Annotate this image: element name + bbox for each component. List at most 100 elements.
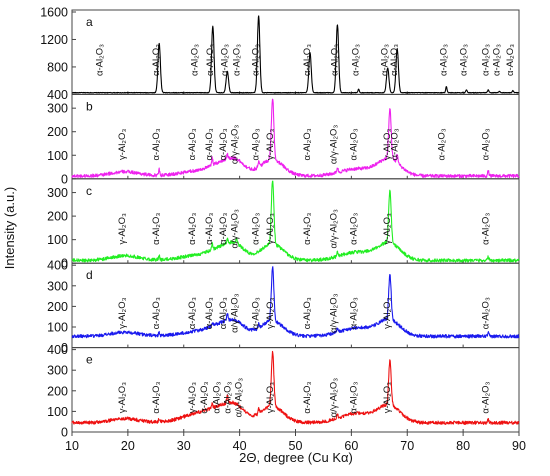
panel-label: d — [86, 268, 93, 282]
phase-annotation: α/γ-Al₂O₃ — [328, 293, 339, 333]
y-tick-label: 200 — [47, 210, 68, 224]
phase-annotation: α-Al₂O₃ — [218, 297, 229, 329]
series-line-d — [71, 266, 520, 339]
phase-annotation: γ-Al₂O₃ — [382, 382, 393, 413]
phase-annotation: α-Al₂O₃ — [218, 213, 229, 245]
y-tick-label: 100 — [47, 321, 68, 335]
y-tick-label: 100 — [47, 405, 68, 419]
panel-e: 0 100 200 300 400 e γ-Al₂O₃ α-Al₂O₃ γ-Al₂O₃ α-Al₂… — [47, 343, 520, 440]
phase-annotation: α-Al₂O₃ — [205, 44, 216, 76]
y-tick-label: 300 — [47, 102, 68, 116]
y-tick-label: 200 — [47, 300, 68, 314]
y-axis-label: Intensity (a.u.) — [2, 187, 17, 269]
x-tick-label: 70 — [400, 439, 414, 453]
x-tick-label: 20 — [121, 439, 135, 453]
phase-annotation: α-Al₂O₃ — [151, 44, 162, 76]
phase-annotation: α-Al₂O₃ — [348, 297, 359, 329]
x-tick-label: 50 — [289, 439, 303, 453]
phase-annotation: α-Al₂O₃ — [458, 44, 469, 76]
y-tick-label: 400 — [47, 343, 68, 357]
phase-annotation: α-Al₂O₃ — [232, 44, 243, 76]
phase-annotation: α-Al₂O₃ — [204, 297, 215, 329]
phase-annotation: α-Al₂O₃ — [351, 44, 362, 76]
y-tick-label: 300 — [47, 279, 68, 293]
phase-annotation: α-Al₂O₃ — [151, 381, 162, 413]
phase-annotation: γ-Al₂O₃ — [117, 213, 128, 244]
panel-label: a — [86, 15, 93, 29]
phase-annotation: γ-Al₂O₃ — [265, 213, 276, 244]
phase-annotation: α/γ-Al₂O₃ — [229, 293, 240, 333]
phase-annotation: α-Al₂O₃ — [380, 44, 391, 76]
phase-annotation: γ-Al₂O₃ — [265, 297, 276, 328]
phase-annotation: α-Al₂O₃ — [505, 44, 516, 76]
y-tick-label: 100 — [47, 233, 68, 247]
phase-annotation: α-Al₂O₃ — [438, 44, 449, 76]
phase-annotation: α-Al₂O₃ — [389, 44, 400, 76]
x-tick-label: 60 — [344, 439, 358, 453]
phase-annotation: α-Al₂O₃ — [151, 297, 162, 329]
series-line-e — [71, 350, 520, 425]
phase-annotation: α-Al₂O₃ — [480, 297, 491, 329]
phase-annotation: α-Al₂O₃ — [212, 381, 223, 413]
phase-annotation: α/γ-Al₂O₃ — [328, 378, 339, 418]
y-tick-label: 0 — [61, 172, 68, 186]
x-tick-label: 30 — [177, 439, 191, 453]
y-tick-label: 200 — [47, 384, 68, 398]
phase-annotation: α-Al₂O₃ — [251, 213, 262, 245]
phase-annotation: α-Al₂O₃ — [302, 213, 313, 245]
panel-label: b — [86, 99, 93, 113]
y-tick-label: 0 — [61, 257, 68, 271]
phase-annotation: α/γ-Al₂O₃ — [229, 125, 240, 165]
panel-label: c — [86, 184, 92, 198]
phase-annotation: α-Al₂O₃ — [390, 128, 401, 160]
phase-annotation: α-Al₂O₃ — [348, 128, 359, 160]
panel-label: e — [86, 353, 93, 367]
phase-annotation: α-Al₂O₃ — [480, 381, 491, 413]
x-tick-label: 10 — [65, 439, 79, 453]
x-tick-label: 90 — [512, 439, 526, 453]
phase-annotation: α-Al₂O₃ — [251, 297, 262, 329]
phase-annotation: α/γ-Al₂O₃ — [233, 378, 244, 418]
x-tick-label: 80 — [456, 439, 470, 453]
series-line-b — [71, 98, 520, 179]
phase-annotation: γ-Al₂O₃ — [382, 213, 393, 244]
series-line-a — [71, 15, 520, 94]
phase-annotation: α-Al₂O₃ — [302, 297, 313, 329]
phase-annotation: α-Al₂O₃ — [223, 381, 234, 413]
phase-annotation: γ-Al₂O₃ — [117, 297, 128, 328]
y-tick-label: 400 — [47, 259, 68, 273]
y-tick-label: 100 — [47, 149, 68, 163]
phase-annotation: α-Al₂O₃ — [187, 128, 198, 160]
phase-annotation: α-Al₂O₃ — [480, 128, 491, 160]
phase-annotation: α-Al₂O₃ — [151, 213, 162, 245]
y-tick-label: 0 — [61, 426, 68, 440]
phase-annotation: α-Al₂O₃ — [187, 297, 198, 329]
phase-annotation: α-Al₂O₃ — [348, 381, 359, 413]
phase-annotation: α-Al₂O₃ — [437, 128, 448, 160]
panel-frame — [71, 9, 520, 95]
y-tick-label: 300 — [47, 364, 68, 378]
series-line-c — [71, 180, 520, 263]
y-tick-label: 200 — [47, 125, 68, 139]
y-tick-label: 0 — [61, 341, 68, 355]
phase-annotation: α-Al₂O₃ — [348, 213, 359, 245]
phase-annotation: γ-Al₂O₃ — [265, 129, 276, 160]
phase-annotation: α-Al₂O₃ — [187, 213, 198, 245]
phase-annotation: γ-Al₂O₃ — [382, 129, 393, 160]
phase-annotation: α-Al₂O₃ — [204, 128, 215, 160]
phase-annotation: α-Al₂O₃ — [251, 44, 262, 76]
phase-annotation: α-Al₂O₃ — [329, 44, 340, 76]
phase-annotation: α/γ-Al₂O₃ — [328, 125, 339, 165]
phase-annotation: α-Al₂O₃ — [302, 381, 313, 413]
phase-annotation: α-Al₂O₃ — [199, 381, 210, 413]
phase-annotation: α-Al₂O₃ — [218, 128, 229, 160]
phase-annotation: α-Al₂O₃ — [491, 44, 502, 76]
phase-annotation: α/γ-Al₂O₃ — [328, 209, 339, 249]
phase-annotation: γ-Al₂O₃ — [382, 297, 393, 328]
phase-annotation: α-Al₂O₃ — [204, 213, 215, 245]
phase-annotation: γ-Al₂O₃ — [117, 382, 128, 413]
phase-annotation: α-Al₂O₃ — [251, 128, 262, 160]
